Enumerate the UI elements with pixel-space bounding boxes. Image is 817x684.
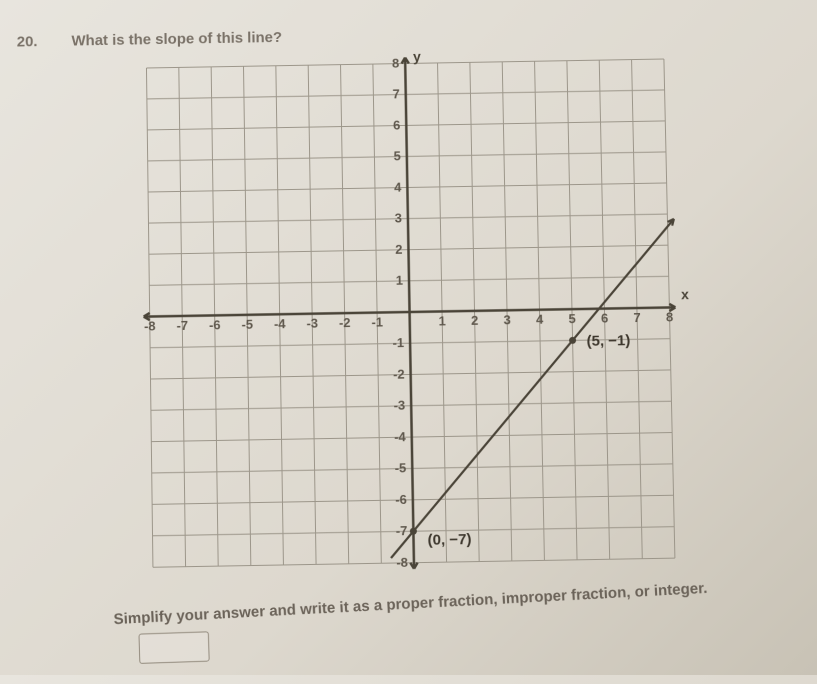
svg-text:-2: -2 xyxy=(339,315,351,330)
svg-text:8: 8 xyxy=(666,309,674,324)
svg-text:-4: -4 xyxy=(394,429,407,444)
worksheet-page: 20. What is the slope of this line? -8 -7… xyxy=(0,0,817,684)
svg-text:-3: -3 xyxy=(393,398,405,413)
svg-text:8: 8 xyxy=(392,56,399,71)
labeled-points: (5, −1) (0, −7) xyxy=(406,332,634,549)
coordinate-grid-chart: -8 -7 -6 -5 -4 -3 -2 -1 1 2 3 4 5 6 7 8 -8 -7 -6 -5 -4 -3 -2 -1… xyxy=(126,49,695,578)
svg-text:y: y xyxy=(413,49,421,65)
chart-svg: -8 -7 -6 -5 -4 -3 -2 -1 1 2 3 4 5 6 7 8 -8 -7 -6 -5 -4 -3 -2 -1… xyxy=(126,49,695,578)
svg-text:-7: -7 xyxy=(176,318,188,333)
svg-text:(5, −1): (5, −1) xyxy=(586,332,630,350)
svg-text:(0, −7): (0, −7) xyxy=(427,531,471,549)
svg-text:5: 5 xyxy=(568,311,576,326)
svg-text:1: 1 xyxy=(438,313,445,328)
svg-text:2: 2 xyxy=(471,313,479,328)
svg-text:-6: -6 xyxy=(395,492,407,507)
svg-text:-5: -5 xyxy=(241,317,253,332)
svg-text:-2: -2 xyxy=(393,367,405,382)
svg-text:-1: -1 xyxy=(392,335,404,350)
svg-text:2: 2 xyxy=(395,242,402,257)
svg-text:4: 4 xyxy=(394,180,402,195)
question-text: What is the slope of this line? xyxy=(71,28,370,50)
plotted-line xyxy=(385,219,681,558)
svg-text:5: 5 xyxy=(394,149,401,164)
svg-text:6: 6 xyxy=(601,311,609,326)
svg-text:3: 3 xyxy=(395,211,402,226)
svg-text:1: 1 xyxy=(396,273,403,288)
instruction-text: Simplify your answer and write it as a p… xyxy=(113,576,786,628)
svg-text:4: 4 xyxy=(536,312,544,327)
svg-text:7: 7 xyxy=(633,310,641,325)
svg-text:-5: -5 xyxy=(395,460,407,475)
svg-text:-7: -7 xyxy=(396,523,408,538)
svg-text:3: 3 xyxy=(503,312,511,327)
svg-text:-8: -8 xyxy=(144,318,156,333)
svg-text:-6: -6 xyxy=(209,317,221,332)
svg-text:-1: -1 xyxy=(371,314,383,329)
svg-text:-3: -3 xyxy=(306,316,318,331)
question-number: 20. xyxy=(17,33,38,50)
svg-text:7: 7 xyxy=(392,87,399,102)
svg-text:6: 6 xyxy=(393,118,400,133)
svg-text:-4: -4 xyxy=(274,316,287,331)
svg-text:-8: -8 xyxy=(396,555,408,570)
svg-text:x: x xyxy=(681,286,689,302)
answer-input-box[interactable] xyxy=(138,631,209,664)
